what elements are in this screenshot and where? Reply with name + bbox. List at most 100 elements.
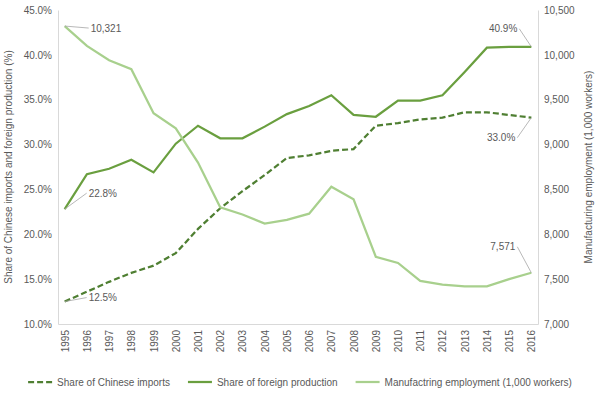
y2-axis-tick-label: 9,500 — [544, 94, 569, 105]
annotation-leader — [517, 118, 531, 138]
series-line — [65, 26, 532, 286]
x-axis-tick-label: 2008 — [349, 330, 360, 353]
annotation-leader — [65, 26, 89, 28]
x-axis-tick-label: 1999 — [149, 330, 160, 353]
y2-axis-tick: 7,000 — [538, 319, 569, 330]
y-axis-tick-label: 30.0% — [24, 139, 52, 150]
annotations: 10,321 22.8% 12.5% 40.9% 33.0% 7,571 — [65, 23, 532, 304]
legend-swatch — [28, 381, 52, 383]
x-axis-tick-label: 2004 — [260, 330, 271, 353]
x-axis-tick-label: 2012 — [437, 330, 448, 353]
series-line — [65, 112, 532, 301]
x-axis-tick-label: 2011 — [415, 330, 426, 352]
plot-lines — [65, 26, 532, 302]
x-axis-tick: 1998 — [126, 324, 137, 352]
x-axis-line — [59, 324, 539, 325]
annotation-label: 22.8% — [89, 188, 117, 199]
x-axis-tick: 2004 — [260, 324, 271, 352]
y2-axis-tick-label: 9,000 — [544, 139, 569, 150]
x-axis-tick-label: 2005 — [282, 330, 293, 353]
y-axis-tick: 25.0% — [24, 184, 58, 195]
legend-item: Share of Chinese imports — [28, 377, 170, 388]
x-axis-tick: 2001 — [193, 324, 204, 352]
x-axis-tick-label: 1996 — [82, 330, 93, 353]
x-axis-tick: 2016 — [526, 324, 537, 352]
y-axis: 10.0% 15.0% 20.0% 25.0% 30.0% 35.0% 40.0% 45.0% — [24, 5, 59, 330]
y-axis-tick-label: 20.0% — [24, 229, 52, 240]
x-axis-tick-label: 2007 — [326, 330, 337, 353]
x-axis-tick: 2008 — [349, 324, 360, 352]
legend-label: Manufactring employment (1,000 workers) — [385, 377, 572, 388]
legend-swatch — [356, 381, 380, 383]
y2-axis-tick-label: 10,500 — [544, 5, 575, 16]
x-axis-tick: 1999 — [149, 324, 160, 352]
legend-swatch — [188, 381, 212, 383]
x-axis-tick: 2010 — [393, 324, 404, 352]
x-axis-tick: 2009 — [371, 324, 382, 352]
y2-axis-tick-label: 10,000 — [544, 50, 575, 61]
y2-axis-tick-label: 7,000 — [544, 319, 569, 330]
y-axis-tick: 15.0% — [24, 274, 58, 285]
x-axis: 1995 1996 1997 1998 1999 2000 2001 2002 2003 2004… — [59, 324, 539, 352]
x-axis-tick-label: 2002 — [215, 330, 226, 353]
annotation-label: 10,321 — [91, 23, 122, 34]
x-axis-tick: 2012 — [437, 324, 448, 352]
annotation-label: 40.9% — [489, 23, 517, 34]
x-axis-tick-label: 2009 — [371, 330, 382, 353]
y2-axis-tick: 9,000 — [538, 139, 569, 150]
legend-label: Share of foreign production — [217, 377, 338, 388]
y-axis-tick: 45.0% — [24, 5, 58, 16]
y2-axis-tick: 8,000 — [538, 229, 569, 240]
y2-axis-tick-label: 8,500 — [544, 184, 569, 195]
x-axis-tick: 2003 — [237, 324, 248, 352]
x-axis-tick: 1997 — [104, 324, 115, 352]
y-axis-tick: 20.0% — [24, 229, 58, 240]
x-axis-tick-label: 2010 — [393, 330, 404, 353]
y2-axis-tick-label: 8,000 — [544, 229, 569, 240]
y2-axis: 7,000 7,500 8,000 8,500 9,000 9,500 10,000 10,5… — [538, 5, 575, 330]
y2-axis-line — [538, 11, 539, 325]
x-axis-tick: 2014 — [482, 324, 493, 352]
x-axis-tick-label: 1995 — [60, 330, 71, 353]
annotation-label: 12.5% — [89, 292, 117, 303]
y-axis-tick: 35.0% — [24, 94, 58, 105]
y-axis-tick-label: 40.0% — [24, 50, 52, 61]
legend-item: Manufactring employment (1,000 workers) — [356, 377, 572, 388]
x-axis-tick: 2011 — [415, 324, 426, 352]
y-axis-tick: 10.0% — [24, 319, 58, 330]
y-axis-tick: 30.0% — [24, 139, 58, 150]
x-axis-tick: 2006 — [304, 324, 315, 352]
x-axis-tick-label: 2001 — [193, 330, 204, 353]
x-axis-tick-label: 1998 — [126, 330, 137, 353]
x-axis-tick-label: 2000 — [171, 330, 182, 353]
y-axis-line — [58, 11, 59, 325]
x-axis-tick-label: 2003 — [237, 330, 248, 353]
y2-axis-title: Manufacturing employment (1,000 workers) — [583, 71, 594, 264]
y-axis-tick-label: 10.0% — [24, 319, 52, 330]
x-axis-tick-label: 1997 — [104, 330, 115, 353]
x-axis-tick: 2005 — [282, 324, 293, 352]
legend-item: Share of foreign production — [188, 377, 338, 388]
y2-axis-tick: 10,500 — [538, 5, 575, 16]
series-line — [65, 47, 532, 209]
y-axis-tick-label: 45.0% — [24, 5, 52, 16]
annotation-leader — [517, 247, 531, 273]
chart: 10.0% 15.0% 20.0% 25.0% 30.0% 35.0% 40.0% 45.0%… — [0, 0, 600, 394]
y2-axis-tick-label: 7,500 — [544, 274, 569, 285]
x-axis-tick-label: 2015 — [504, 330, 515, 353]
x-axis-tick-label: 2013 — [460, 330, 471, 353]
annotation-leader — [65, 298, 87, 302]
y-axis-tick: 40.0% — [24, 50, 58, 61]
x-axis-tick-label: 2014 — [482, 330, 493, 353]
x-axis-tick: 1995 — [60, 324, 71, 352]
annotation-label: 7,571 — [490, 241, 515, 252]
x-axis-tick: 2000 — [171, 324, 182, 352]
x-axis-tick: 2002 — [215, 324, 226, 352]
x-axis-tick-label: 2016 — [526, 330, 537, 353]
y2-axis-tick: 8,500 — [538, 184, 569, 195]
y2-axis-tick: 7,500 — [538, 274, 569, 285]
legend: Share of Chinese imports Share of foreign… — [28, 377, 572, 388]
x-axis-tick: 2013 — [460, 324, 471, 352]
x-axis-tick: 1996 — [82, 324, 93, 352]
annotation-label: 33.0% — [487, 132, 515, 143]
